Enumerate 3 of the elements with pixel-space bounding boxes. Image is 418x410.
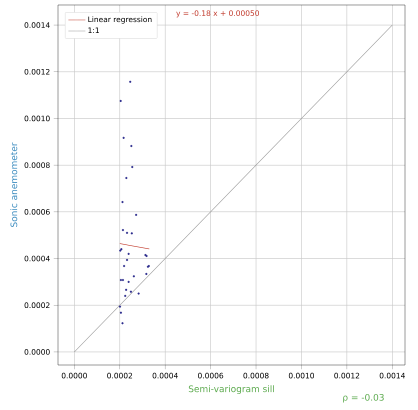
- y-axis-title: Sonic anemometer: [10, 142, 18, 227]
- x-axis-title: Semi-variogram sill: [188, 385, 274, 394]
- text: ρ = -0.03: [343, 394, 384, 402]
